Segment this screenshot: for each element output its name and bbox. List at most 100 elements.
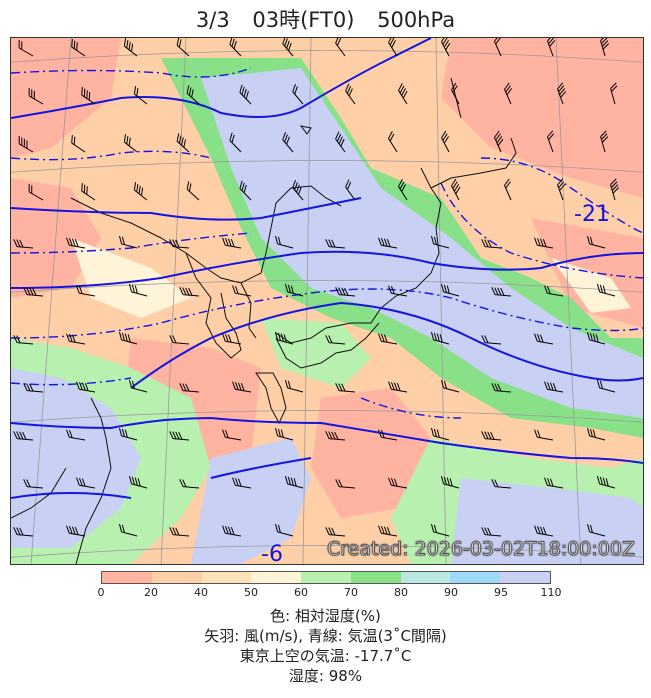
colorbar-tick-label: 70 bbox=[344, 586, 358, 599]
wind-barb bbox=[600, 38, 610, 57]
wind-barb bbox=[431, 331, 450, 345]
colorbar-segment bbox=[151, 572, 202, 583]
wind-barb bbox=[285, 283, 304, 297]
wind-barb bbox=[129, 379, 148, 393]
wind-barb bbox=[169, 431, 190, 441]
wind-barb bbox=[431, 427, 450, 441]
contour-label-2: -6 bbox=[261, 542, 283, 564]
wind-barb bbox=[275, 427, 294, 441]
colorbar-bar bbox=[101, 571, 551, 584]
colorbar-tick-label: 80 bbox=[393, 586, 408, 599]
wind-barb bbox=[222, 237, 242, 249]
wind-barb bbox=[23, 479, 44, 489]
temperature-contours-dashed bbox=[11, 67, 643, 419]
wind-barb bbox=[600, 130, 609, 153]
legend-wind-temp: 矢羽: 風(m/s), 青線: 気温(3˚C間隔) bbox=[204, 627, 447, 645]
wind-barb bbox=[378, 237, 398, 249]
wind-barb bbox=[179, 479, 200, 489]
wind-barb bbox=[76, 381, 96, 393]
wind-barb bbox=[18, 135, 34, 153]
wind-barb bbox=[388, 38, 398, 57]
wind-barb bbox=[229, 38, 242, 57]
wind-barb bbox=[66, 237, 86, 249]
wind-barb bbox=[282, 38, 294, 57]
wind-barb bbox=[481, 527, 502, 537]
wind-barb bbox=[229, 132, 242, 153]
wind-barb bbox=[587, 331, 606, 345]
wind-barb bbox=[169, 335, 190, 345]
wind-barb bbox=[431, 523, 450, 537]
wind-barb bbox=[325, 431, 346, 441]
title-level: 500hPa bbox=[377, 8, 456, 32]
wind-barb bbox=[179, 383, 200, 393]
colorbar-segment bbox=[450, 572, 501, 583]
colorbar-segment bbox=[201, 572, 252, 583]
legend-color: 色: 相対湿度(%) bbox=[270, 607, 381, 625]
wind-barb bbox=[66, 525, 86, 537]
chart-title: 3/3 03時(FT0) 500hPa bbox=[0, 4, 651, 34]
wind-barb bbox=[23, 383, 44, 393]
wind-barb bbox=[335, 383, 356, 393]
graticule bbox=[11, 38, 643, 564]
wind-barb bbox=[398, 83, 408, 105]
colorbar-segment bbox=[350, 572, 401, 583]
wind-barb bbox=[335, 131, 346, 153]
wind-barb bbox=[222, 333, 242, 345]
colorbar-tick-label: 0 bbox=[97, 586, 105, 599]
wind-barb bbox=[81, 182, 96, 201]
wind-barb bbox=[232, 477, 252, 489]
wind-barb bbox=[451, 82, 460, 105]
wind-barb bbox=[119, 427, 138, 441]
wind-barb bbox=[587, 523, 606, 537]
wind-barb bbox=[119, 331, 138, 345]
wind-barb bbox=[275, 235, 294, 249]
wind-barb bbox=[13, 335, 34, 345]
wind-barb bbox=[481, 335, 502, 345]
wind-barb bbox=[169, 527, 190, 537]
wind-barb bbox=[123, 134, 138, 153]
wind-barb bbox=[275, 331, 294, 345]
wind-barb bbox=[441, 379, 460, 393]
wind-barb bbox=[325, 335, 346, 345]
wind-barb bbox=[491, 383, 512, 393]
wind-barb bbox=[123, 38, 138, 57]
wind-barb bbox=[378, 525, 398, 537]
wind-barb bbox=[129, 475, 148, 489]
wind-barb bbox=[169, 239, 190, 249]
colorbar-segment bbox=[500, 572, 551, 583]
wind-barb bbox=[76, 477, 96, 489]
wind-barb bbox=[18, 39, 34, 57]
wind-barb bbox=[441, 283, 460, 297]
colorbar-tick-label: 20 bbox=[144, 586, 158, 599]
wind-barb bbox=[186, 85, 200, 105]
wind-barb bbox=[133, 182, 148, 201]
wind-barb bbox=[441, 130, 450, 153]
wind-barb bbox=[345, 83, 356, 105]
wind-barb bbox=[186, 181, 200, 201]
wind-barb bbox=[275, 523, 294, 537]
wind-barb bbox=[544, 285, 564, 297]
wind-barb bbox=[388, 285, 408, 297]
wind-barb bbox=[388, 131, 398, 153]
wind-barb bbox=[547, 38, 556, 57]
colorbar-tick-label: 95 bbox=[494, 586, 508, 599]
wind-barb bbox=[587, 235, 606, 249]
wind-barb bbox=[282, 132, 294, 153]
colorbar-segment bbox=[102, 572, 152, 583]
wind-barb bbox=[232, 381, 252, 393]
wind-barb bbox=[222, 429, 242, 441]
wind-barb bbox=[610, 82, 618, 105]
wind-barb bbox=[28, 183, 44, 201]
wind-barb bbox=[176, 133, 190, 153]
wind-barb bbox=[66, 429, 86, 441]
wind-barb bbox=[119, 235, 138, 249]
temperature-contours bbox=[11, 38, 643, 499]
wind-barb bbox=[129, 283, 148, 297]
wind-barb bbox=[597, 379, 616, 393]
wind-barb bbox=[335, 38, 346, 57]
wind-barb bbox=[557, 178, 566, 201]
wind-barb bbox=[285, 475, 304, 489]
wind-barb bbox=[66, 333, 86, 345]
colorbar-tick-label: 60 bbox=[294, 586, 308, 599]
wind-barb bbox=[597, 283, 616, 297]
